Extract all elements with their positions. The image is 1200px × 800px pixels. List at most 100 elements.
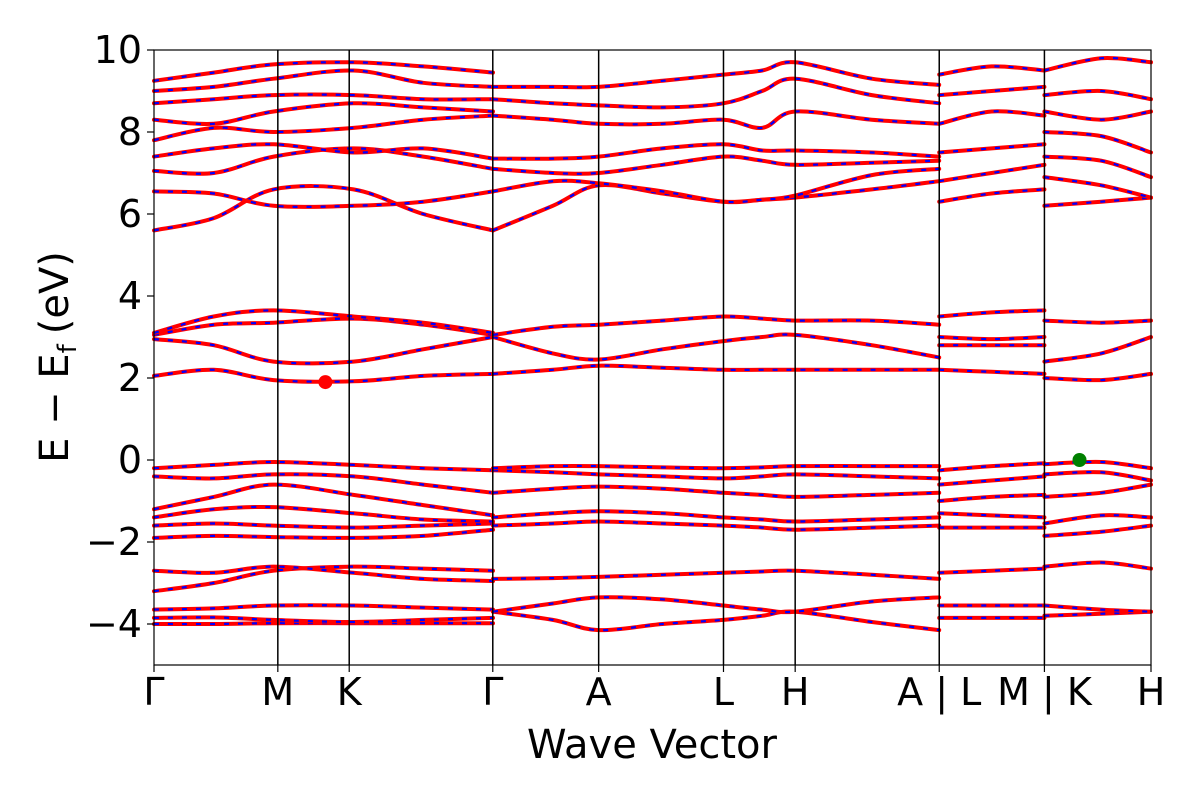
kpoint-dividers [277,50,1046,665]
band-line-up-12 [152,335,495,366]
band-line-down-5 [153,528,494,540]
y-tick-label-5: 6 [118,192,142,236]
band-line-down-73 [1044,155,1152,179]
band-line-down-26 [492,569,940,580]
band-line-down-65 [1044,483,1152,498]
band-line-down-66 [1044,470,1152,482]
y-tick-label-2: 0 [118,438,142,482]
x-tick-label-1: M [261,670,294,714]
band-line-down-72 [1044,176,1152,199]
x-tick-label-5: L [713,670,734,714]
band-line-up-35 [491,179,942,233]
band-line-down-60 [1044,610,1152,617]
band-line-up-57 [937,109,1047,126]
band-line-down-38 [492,143,940,160]
band-line-down-74 [1044,130,1152,154]
band-line-up-5 [152,527,495,540]
x-tick-label-6: H [781,670,810,714]
band-line-up-50 [937,367,1047,376]
band-line-down-61 [1044,604,1152,613]
band-line-up-59 [937,64,1047,77]
band-line-down-41 [493,61,940,89]
band-line-down-28 [492,510,940,523]
y-tick-label-3: 2 [118,356,142,400]
band-line-up-56 [937,142,1047,155]
band-line-up-69 [1042,335,1153,364]
band-line-up-74 [1042,130,1153,155]
band-line-up-34 [491,314,942,337]
band-line-up-58 [937,84,1047,98]
band-line-up-18 [152,142,495,161]
band-lines [152,55,1153,633]
band-line-down-69 [1044,335,1152,363]
plot-frame [153,49,1152,666]
band-line-up-19 [152,113,495,143]
band-line-up-55 [937,162,1047,184]
band-line-down-67 [1044,460,1152,470]
band-line-down-33 [492,333,940,361]
band-line-up-49 [937,461,1047,473]
band-line-down-19 [153,114,494,142]
band-line-down-10 [153,460,494,472]
band-line-down-77 [1044,56,1152,72]
band-line-down-37 [492,155,940,175]
band-line-up-52 [937,335,1047,342]
band-line-down-68 [1044,372,1152,382]
band-line-down-16 [153,190,494,208]
band-line-up-75 [1042,109,1153,122]
x-tick-label-2: K [337,670,363,714]
band-line-down-7 [153,505,494,523]
band-line-up-64 [1042,513,1153,526]
band-line-down-8 [153,483,494,517]
band-line-down-27 [492,520,940,531]
band-line-down-22 [153,69,494,93]
y-tick-label-7: 10 [94,28,142,72]
y-tick-label-1: −2 [86,520,142,564]
band-line-down-3 [153,565,494,593]
band-line-up-47 [937,492,1047,503]
band-line-down-4 [153,565,494,583]
band-line-down-25 [492,596,940,614]
band-line-down-63 [1044,524,1152,537]
y-tick-label-0: −4 [86,602,142,646]
band-line-up-77 [1042,55,1153,73]
band-line-up-76 [1042,88,1153,102]
band-line-down-24 [492,610,940,632]
x-tick-label-3: Γ [482,670,503,714]
y-axis-label-main: E − E [32,353,78,463]
band-line-down-32 [492,364,940,375]
band-line-down-12 [153,335,494,365]
band-line-up-16 [152,189,495,209]
x-tick-label-9: H [1137,670,1166,714]
vbm-marker [1072,453,1087,467]
y-axis-label: E − Ef (eV) [32,251,83,463]
x-tick-label-8: M | K [997,670,1093,715]
band-line-down-76 [1044,89,1152,101]
band-line-down-9 [153,473,494,494]
band-line-down-75 [1044,110,1152,121]
band-line-down-70 [1044,319,1152,324]
band-line-up-41 [491,60,942,90]
band-line-down-14 [153,309,494,334]
band-line-down-36 [492,167,940,204]
band-line-down-1 [153,616,494,624]
band-line-down-18 [153,143,494,160]
y-tick-label-6: 8 [118,110,142,154]
y-tick-label-4: 4 [118,274,142,318]
band-line-up-73 [1042,154,1153,180]
extrema-markers [318,375,1087,467]
band-line-up-33 [491,332,942,362]
band-line-down-2 [153,604,494,611]
y-axis-ticks: −4 −2 0 2 4 6 8 10 [86,28,154,646]
band-line-down-29 [492,485,940,499]
band-line-up-44 [937,566,1047,575]
band-line-up-39 [491,109,942,130]
band-line-up-53 [937,308,1047,319]
band-line-down-20 [153,102,494,126]
band-line-up-48 [937,474,1047,487]
cbm-marker [318,375,333,390]
y-axis-label-unit: (eV) [32,251,78,334]
band-line-up-54 [937,187,1047,204]
